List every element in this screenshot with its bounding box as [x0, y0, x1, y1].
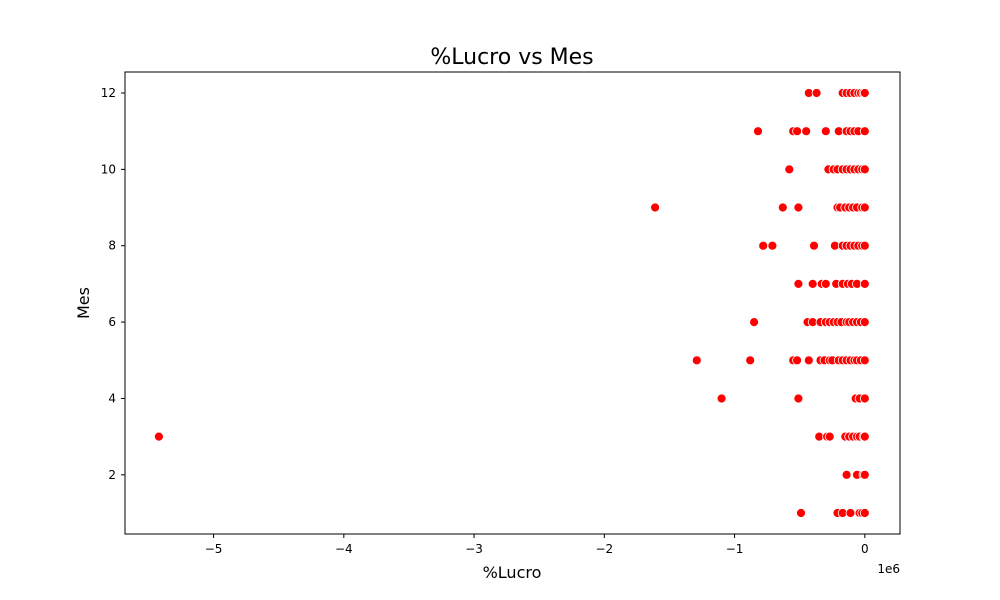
x-tick-label: −2	[595, 542, 613, 556]
data-point	[801, 126, 812, 137]
data-point	[824, 431, 835, 442]
x-tick-label: 0	[861, 542, 869, 556]
data-point	[777, 202, 788, 213]
x-tick-label: −3	[465, 542, 483, 556]
plot-frame	[124, 71, 901, 535]
data-point	[859, 88, 870, 98]
data-point	[807, 278, 818, 289]
y-tick-label: 10	[101, 162, 116, 176]
data-point	[758, 240, 769, 251]
data-point	[859, 393, 870, 404]
data-point	[792, 355, 802, 366]
y-tick-label: 4	[108, 391, 116, 405]
data-point	[859, 469, 870, 480]
data-point	[841, 469, 852, 480]
data-point	[859, 126, 870, 137]
data-point	[796, 508, 806, 518]
x-tick-label: −4	[335, 542, 353, 556]
data-point	[784, 164, 795, 175]
x-tick-label: −1	[726, 542, 744, 556]
data-point	[859, 164, 870, 175]
y-tick-label: 12	[101, 86, 116, 100]
data-point	[716, 393, 727, 404]
x-tick-label: −5	[205, 542, 223, 556]
data-point	[803, 355, 814, 366]
data-point	[859, 317, 870, 328]
data-point	[749, 317, 759, 328]
data-point	[859, 431, 870, 442]
data-point	[793, 393, 804, 404]
x-axis-offset-label: 1e6	[877, 562, 900, 576]
data-point	[793, 278, 804, 289]
data-point	[859, 202, 870, 213]
data-point	[809, 240, 819, 251]
data-point	[650, 202, 660, 213]
data-point	[820, 278, 831, 289]
x-axis-ticks: −5 −4 −3 −2 −1 0	[205, 534, 869, 556]
data-point	[691, 355, 702, 366]
data-point	[859, 240, 870, 251]
data-point	[859, 508, 870, 518]
y-tick-label: 6	[108, 315, 116, 329]
data-point	[793, 202, 804, 213]
x-axis-title: %Lucro	[483, 563, 542, 582]
y-axis-title: Mes	[74, 287, 93, 319]
data-point	[792, 126, 802, 137]
data-point	[153, 431, 164, 442]
y-tick-label: 8	[108, 239, 116, 253]
data-point	[859, 355, 870, 366]
y-axis-ticks: 2 4 6 8 10 12	[101, 86, 125, 482]
y-tick-label: 2	[108, 468, 116, 482]
plot-points	[153, 88, 870, 518]
data-point	[745, 355, 756, 366]
data-point	[767, 240, 778, 251]
data-point	[820, 126, 831, 137]
data-point	[811, 88, 822, 98]
data-point	[845, 508, 856, 518]
data-point	[753, 126, 763, 137]
chart-title: %Lucro vs Mes	[430, 45, 593, 70]
data-point	[859, 278, 870, 289]
